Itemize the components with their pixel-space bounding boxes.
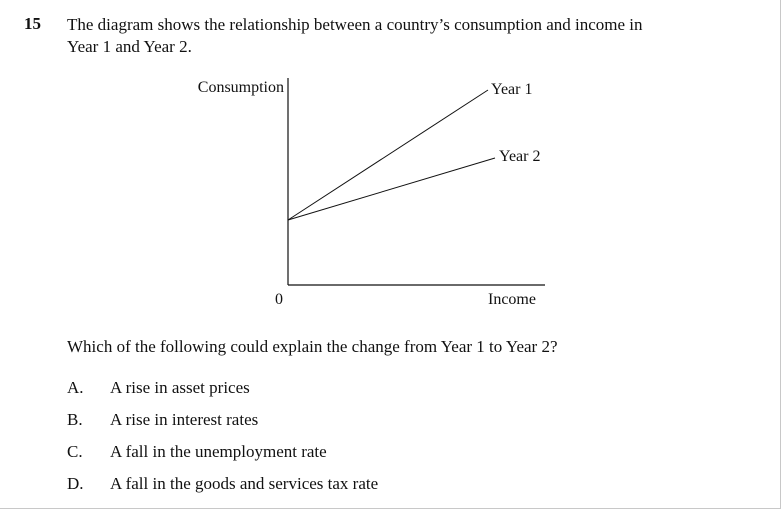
option-a[interactable]: A. A rise in asset prices bbox=[67, 378, 378, 410]
option-text: A rise in interest rates bbox=[110, 410, 259, 429]
y-axis-label: Consumption bbox=[198, 79, 284, 96]
option-b[interactable]: B. A rise in interest rates bbox=[67, 410, 378, 442]
stem-line-1: The diagram shows the relationship betwe… bbox=[67, 15, 643, 34]
option-d[interactable]: D. A fall in the goods and services tax … bbox=[67, 474, 378, 506]
answer-options: A. A rise in asset prices B. A rise in i… bbox=[67, 378, 378, 506]
option-letter: D. bbox=[67, 474, 84, 493]
option-letter: C. bbox=[67, 442, 83, 461]
stem-line-2: Year 1 and Year 2. bbox=[67, 37, 192, 56]
x-axis-label: Income bbox=[488, 291, 536, 308]
year1-line bbox=[287, 89, 489, 221]
option-letter: A. bbox=[67, 378, 84, 397]
year1-label: Year 1 bbox=[491, 81, 532, 98]
option-text: A fall in the unemployment rate bbox=[110, 442, 327, 461]
option-text: A fall in the goods and services tax rat… bbox=[110, 474, 379, 493]
question-prompt: Which of the following could explain the… bbox=[67, 337, 558, 356]
year2-label: Year 2 bbox=[499, 148, 540, 165]
question-stem: The diagram shows the relationship betwe… bbox=[67, 14, 747, 58]
year2-line bbox=[287, 157, 496, 221]
option-text: A rise in asset prices bbox=[110, 378, 250, 397]
option-c[interactable]: C. A fall in the unemployment rate bbox=[67, 442, 378, 474]
option-letter: B. bbox=[67, 410, 83, 429]
origin-label: 0 bbox=[275, 291, 283, 308]
question-number: 15 bbox=[24, 14, 41, 33]
